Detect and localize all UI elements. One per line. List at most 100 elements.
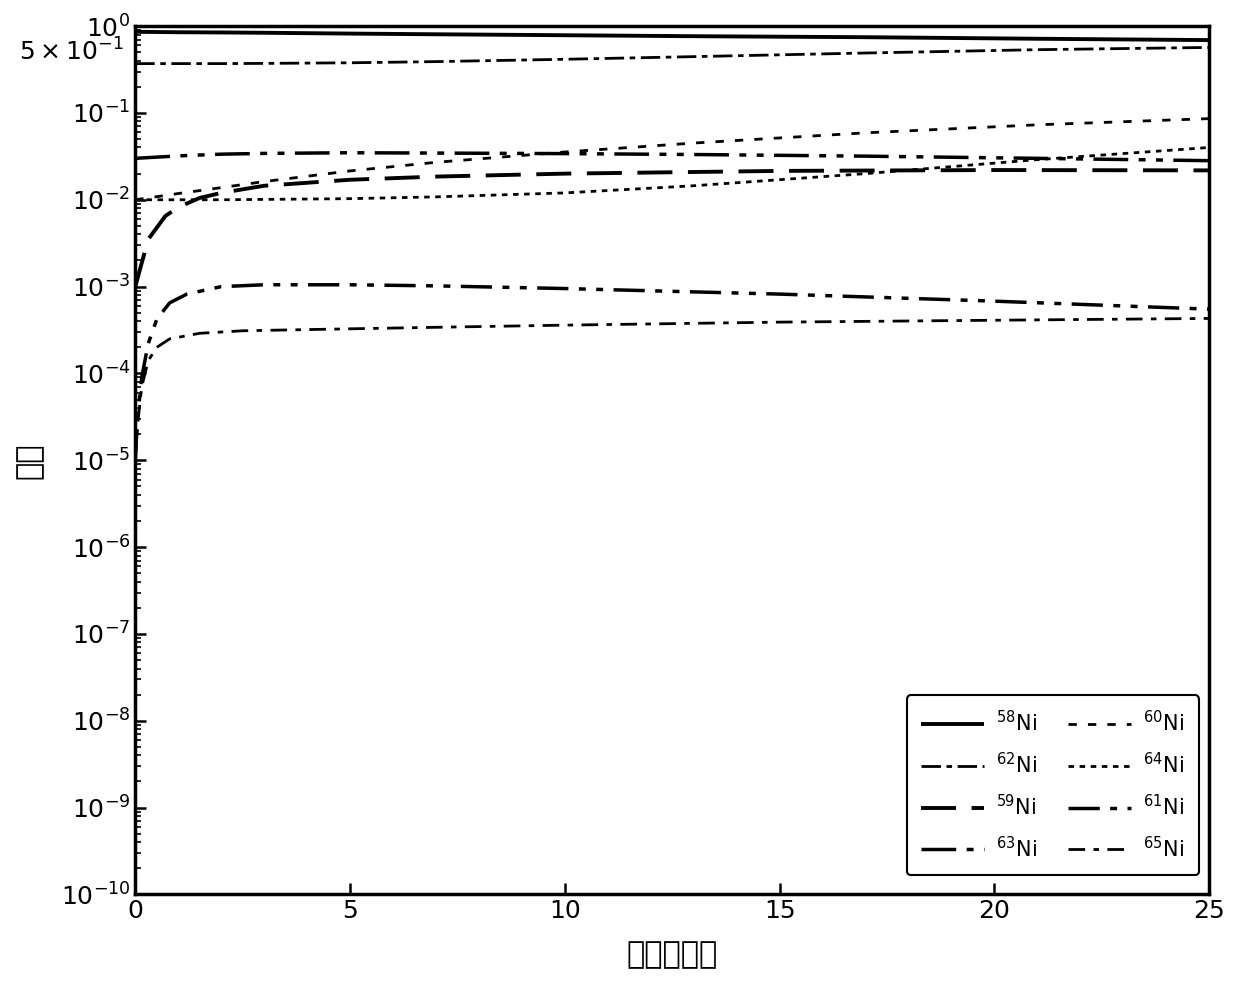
$^{61}$Ni [558,282,573,294]
$^{63}$Ni [1030,153,1045,164]
$^{63}$Ni [558,148,573,159]
$^{62}$Ni [686,51,701,63]
Line: $^{58}$Ni: $^{58}$Ni [135,31,1209,40]
$^{60}$Ni [128,194,143,206]
$^{59}$Ni [140,233,155,245]
$^{60}$Ni [686,137,701,149]
$^{65}$Ni [140,355,155,367]
$^{65}$Ni [558,319,573,331]
$^{60}$Ni [171,188,186,200]
$^{63}$Ni [429,148,444,159]
$^{60}$Ni [213,182,228,194]
$^{61}$Ni [130,413,145,425]
$^{61}$Ni [149,314,164,326]
$^{63}$Ni [128,153,143,164]
$^{65}$Ni [1202,313,1216,325]
$^{64}$Ni [1030,154,1045,165]
$^{64}$Ni [213,194,228,206]
$^{65}$Ni [149,341,164,353]
Line: $^{63}$Ni: $^{63}$Ni [135,153,1209,160]
$^{59}$Ni [257,180,272,192]
$^{61}$Ni [180,288,195,300]
$^{63}$Ni [858,151,873,162]
$^{62}$Ni [1202,41,1216,53]
$^{58}$Ni [558,30,573,41]
Line: $^{65}$Ni: $^{65}$Ni [135,319,1209,461]
$^{63}$Ni [686,149,701,160]
$^{59}$Ni [342,174,357,186]
$^{58}$Ni [429,29,444,40]
$^{63}$Ni [171,150,186,161]
Y-axis label: 丰度: 丰度 [15,442,43,478]
$^{60}$Ni [429,156,444,168]
$^{59}$Ni [157,211,172,222]
$^{61}$Ni [429,280,444,292]
$^{64}$Ni [858,167,873,179]
$^{58}$Ni [1030,32,1045,44]
$^{60}$Ni [257,176,272,188]
Line: $^{59}$Ni: $^{59}$Ni [135,170,1209,286]
$^{58}$Ni [257,27,272,38]
$^{62}$Ni [257,57,272,69]
$^{61}$Ni [257,278,272,290]
X-axis label: 时间（年）: 时间（年） [626,940,718,969]
Line: $^{64}$Ni: $^{64}$Ni [135,148,1209,200]
Line: $^{61}$Ni: $^{61}$Ni [135,284,1209,461]
$^{64}$Ni [686,180,701,192]
$^{59}$Ni [171,202,186,214]
$^{65}$Ni [134,381,149,393]
$^{64}$Ni [1202,142,1216,154]
$^{60}$Ni [858,127,873,139]
$^{65}$Ni [429,322,444,334]
$^{61}$Ni [213,280,228,292]
$^{58}$Ni [128,26,143,37]
$^{65}$Ni [192,328,207,339]
Text: $5\times10^{-1}$: $5\times10^{-1}$ [20,38,124,66]
$^{61}$Ni [134,372,149,384]
$^{65}$Ni [128,455,143,466]
$^{62}$Ni [342,57,357,69]
$^{64}$Ni [257,194,272,206]
$^{64}$Ni [558,187,573,199]
$^{61}$Ni [162,297,177,309]
$^{62}$Ni [1030,43,1045,55]
Line: $^{62}$Ni: $^{62}$Ni [135,47,1209,64]
$^{58}$Ni [686,31,701,42]
$^{65}$Ni [130,420,145,432]
$^{58}$Ni [213,27,228,38]
$^{65}$Ni [987,314,1002,326]
$^{58}$Ni [858,31,873,43]
$^{60}$Ni [1030,119,1045,131]
$^{63}$Ni [1202,154,1216,166]
$^{59}$Ni [429,170,444,182]
$^{63}$Ni [257,148,272,159]
$^{62}$Ni [558,53,573,65]
$^{58}$Ni [171,27,186,38]
$^{60}$Ni [558,146,573,157]
$^{64}$Ni [128,194,143,206]
$^{60}$Ni [1202,113,1216,125]
$^{58}$Ni [342,28,357,39]
$^{59}$Ni [213,187,228,199]
$^{62}$Ni [171,58,186,70]
$^{63}$Ni [342,147,357,158]
Line: $^{60}$Ni: $^{60}$Ni [135,119,1209,200]
$^{59}$Ni [987,164,1002,176]
$^{61}$Ni [342,278,357,290]
$^{62}$Ni [429,56,444,68]
$^{59}$Ni [1202,164,1216,176]
$^{61}$Ni [1202,303,1216,315]
$^{61}$Ni [128,455,143,466]
$^{59}$Ni [128,280,143,292]
$^{59}$Ni [558,167,573,179]
$^{65}$Ni [300,324,315,336]
$^{59}$Ni [192,192,207,204]
$^{64}$Ni [342,193,357,205]
$^{60}$Ni [342,165,357,177]
$^{65}$Ni [773,316,787,328]
$^{61}$Ni [773,288,787,300]
$^{62}$Ni [128,58,143,70]
$^{61}$Ni [987,295,1002,307]
$^{64}$Ni [429,191,444,203]
$^{65}$Ni [236,325,250,337]
